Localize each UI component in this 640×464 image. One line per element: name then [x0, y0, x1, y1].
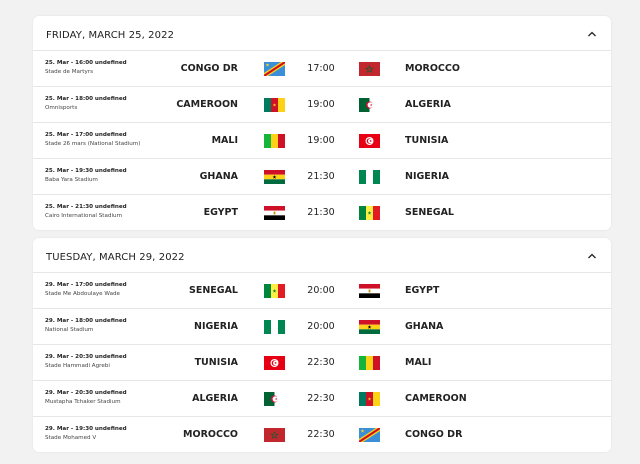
kickoff-time: 22:30 [307, 357, 335, 368]
home-team: SENEGAL [189, 285, 238, 296]
team-flag [264, 170, 285, 184]
kickoff-time: 19:00 [307, 135, 335, 146]
away-team: MOROCCO [405, 63, 460, 74]
team-flag [264, 284, 285, 298]
match-row[interactable]: 29. Mar - 18:00 undefined National Stadiu… [33, 308, 611, 344]
team-flag [264, 428, 285, 442]
home-team: TUNISIA [194, 357, 238, 368]
match-day-card: TUESDAY, MARCH 29, 2022 29. Mar - 17:00 u… [33, 238, 611, 452]
match-venue: National Stadium [45, 327, 94, 333]
home-team: CAMEROON [176, 99, 238, 110]
away-team: NIGERIA [405, 171, 449, 182]
match-venue: Baba Yara Stadium [45, 177, 98, 183]
match-row[interactable]: 25. Mar - 19:30 undefined Baba Yara Stadi… [33, 158, 611, 194]
kickoff-time: 22:30 [307, 429, 335, 440]
match-venue: Omnisports [45, 105, 78, 111]
match-row[interactable]: 29. Mar - 19:30 undefined Stade Mohamed V… [33, 416, 611, 452]
match-info: 29. Mar - 20:30 undefined [45, 390, 127, 396]
away-team: CONGO DR [405, 429, 463, 440]
team-flag [359, 428, 380, 442]
kickoff-time: 22:30 [307, 393, 335, 404]
home-team: EGYPT [203, 207, 238, 218]
team-flag [359, 98, 380, 112]
away-team: SENEGAL [405, 207, 454, 218]
away-team: GHANA [405, 321, 444, 332]
away-team: TUNISIA [405, 135, 449, 146]
collapse-chevron[interactable] [587, 252, 597, 260]
team-flag [264, 320, 285, 334]
match-row[interactable]: 25. Mar - 21:30 undefined Cairo Internati… [33, 194, 611, 230]
team-flag [359, 284, 380, 298]
kickoff-time: 21:30 [307, 207, 335, 218]
team-flag [264, 98, 285, 112]
match-info: 29. Mar - 19:30 undefined [45, 426, 127, 432]
home-team: MOROCCO [183, 429, 238, 440]
match-info: 25. Mar - 18:00 undefined [45, 96, 127, 102]
home-team: MALI [211, 135, 238, 146]
match-venue: Cairo International Stadium [45, 213, 123, 219]
date-heading: FRIDAY, MARCH 25, 2022 [46, 30, 175, 41]
team-flag [264, 62, 285, 76]
match-info: 29. Mar - 17:00 undefined [45, 282, 127, 288]
match-row[interactable]: 29. Mar - 20:30 undefined Stade Hammadi A… [33, 344, 611, 380]
kickoff-time: 21:30 [307, 171, 335, 182]
card-header: FRIDAY, MARCH 25, 2022 [33, 16, 611, 50]
match-row[interactable]: 25. Mar - 17:00 undefined Stade 26 mars (… [33, 122, 611, 158]
match-info: 25. Mar - 16:00 undefined [45, 60, 127, 66]
away-team: MALI [405, 357, 432, 368]
team-flag [264, 392, 285, 406]
home-team: NIGERIA [194, 321, 238, 332]
kickoff-time: 20:00 [307, 321, 335, 332]
match-venue: Stade 26 mars (National Stadium) [45, 141, 141, 147]
team-flag [264, 134, 285, 148]
match-venue: Stade Mohamed V [45, 435, 97, 441]
collapse-chevron[interactable] [587, 30, 597, 38]
away-team: ALGERIA [405, 99, 451, 110]
match-day-card: FRIDAY, MARCH 25, 2022 25. Mar - 16:00 un… [33, 16, 611, 230]
team-flag [264, 206, 285, 220]
team-flag [359, 62, 380, 76]
home-team: GHANA [199, 171, 238, 182]
kickoff-time: 17:00 [307, 63, 335, 74]
kickoff-time: 20:00 [307, 285, 335, 296]
home-team: ALGERIA [192, 393, 238, 404]
home-team: CONGO DR [180, 63, 238, 74]
team-flag [359, 134, 380, 148]
match-venue: Mustapha Tchaker Stadium [45, 399, 121, 405]
kickoff-time: 19:00 [307, 99, 335, 110]
away-team: EGYPT [405, 285, 440, 296]
match-row[interactable]: 25. Mar - 16:00 undefined Stade de Martyr… [33, 50, 611, 86]
away-team: CAMEROON [405, 393, 467, 404]
match-info: 25. Mar - 17:00 undefined [45, 132, 127, 138]
date-heading: TUESDAY, MARCH 29, 2022 [46, 252, 185, 263]
match-row[interactable]: 29. Mar - 17:00 undefined Stade Me Abdoul… [33, 272, 611, 308]
match-venue: Stade Hammadi Agrebi [45, 363, 110, 369]
match-venue: Stade Me Abdoulaye Wade [45, 291, 120, 297]
card-header: TUESDAY, MARCH 29, 2022 [33, 238, 611, 272]
team-flag [359, 392, 380, 406]
match-info: 29. Mar - 20:30 undefined [45, 354, 127, 360]
team-flag [264, 356, 285, 370]
match-venue: Stade de Martyrs [45, 69, 93, 75]
match-info: 25. Mar - 21:30 undefined [45, 204, 127, 210]
team-flag [359, 320, 380, 334]
team-flag [359, 206, 380, 220]
team-flag [359, 356, 380, 370]
match-info: 29. Mar - 18:00 undefined [45, 318, 127, 324]
match-row[interactable]: 29. Mar - 20:30 undefined Mustapha Tchake… [33, 380, 611, 416]
match-info: 25. Mar - 19:30 undefined [45, 168, 127, 174]
match-row[interactable]: 25. Mar - 18:00 undefined Omnisports CAMER… [33, 86, 611, 122]
team-flag [359, 170, 380, 184]
